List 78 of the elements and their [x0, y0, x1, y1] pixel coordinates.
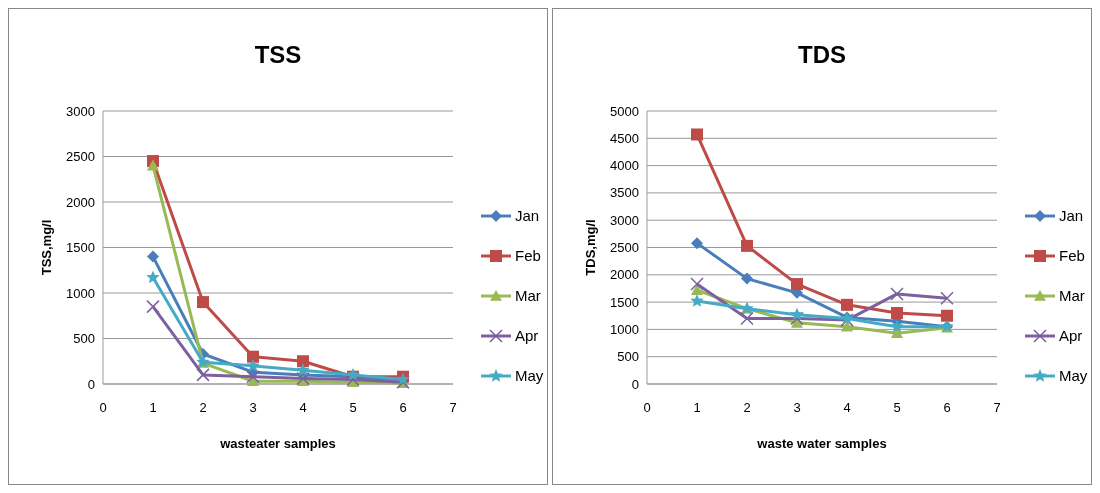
y-tick-label: 4500	[610, 130, 639, 146]
x-tick-label: 4	[843, 400, 851, 415]
y-tick-label: 500	[617, 349, 639, 365]
point	[690, 277, 704, 291]
chart-title: TSS	[254, 41, 302, 68]
point	[196, 368, 210, 382]
legend-label: Feb	[515, 247, 541, 265]
y-tick-label: 500	[73, 331, 95, 347]
x-tick-label: 5	[893, 400, 901, 415]
y-axis-title: TSS,mg/l	[39, 219, 54, 276]
y-tick-label: 3000	[66, 103, 95, 119]
x-tick-label: 6	[399, 400, 407, 415]
y-tick-label: 2000	[610, 267, 639, 283]
y-tick-label: 4000	[610, 158, 639, 174]
x-tick-label: 1	[693, 400, 701, 415]
y-tick-label: 1500	[66, 240, 95, 256]
x-tick-label: 5	[349, 400, 357, 415]
y-tick-label: 0	[631, 376, 639, 392]
x-tick-label: 0	[643, 400, 651, 415]
point	[841, 298, 853, 311]
point	[246, 369, 260, 384]
legend-label: Apr	[1059, 327, 1083, 345]
legend-label: May	[1059, 367, 1088, 385]
y-tick-label: 2500	[610, 240, 639, 256]
point	[890, 287, 904, 301]
x-tick-label: 3	[793, 400, 801, 415]
point	[940, 291, 954, 306]
point	[297, 355, 309, 368]
legend-label: Apr	[515, 327, 539, 345]
y-tick-label: 1500	[610, 294, 639, 310]
x-tick-label: 3	[249, 400, 257, 415]
point	[296, 371, 310, 386]
x-tick-label: 2	[199, 400, 207, 415]
point	[691, 284, 703, 295]
y-axis-title: TDS,mg/l	[583, 219, 598, 276]
point	[246, 358, 260, 372]
x-tick-label: 0	[99, 400, 107, 415]
point	[691, 237, 703, 250]
x-tick-label: 4	[299, 400, 307, 415]
point	[147, 250, 159, 263]
x-tick-label: 6	[943, 400, 951, 415]
x-tick-label: 1	[149, 400, 157, 415]
y-tick-label: 1000	[610, 321, 639, 337]
x-axis-title: waste water samples	[756, 436, 887, 451]
point	[197, 296, 209, 309]
y-tick-label: 2000	[66, 194, 95, 210]
y-tick-label: 3000	[610, 212, 639, 228]
point	[691, 128, 703, 141]
chart-title: TDS	[798, 41, 846, 68]
point	[741, 239, 753, 252]
legend-label: May	[515, 367, 544, 385]
y-tick-label: 0	[87, 376, 95, 392]
x-axis-title: wasteater samples	[219, 436, 336, 451]
y-tick-label: 5000	[610, 103, 639, 119]
point	[791, 278, 803, 291]
point	[146, 270, 160, 284]
point	[890, 319, 904, 333]
x-tick-label: 7	[449, 400, 457, 415]
legend-label: Jan	[1059, 207, 1084, 225]
point	[690, 294, 704, 307]
y-tick-label: 1000	[66, 285, 95, 301]
point	[247, 350, 259, 363]
point	[941, 309, 953, 322]
y-tick-label: 3500	[610, 185, 639, 201]
point	[740, 311, 754, 326]
legend-label: Feb	[1059, 247, 1085, 265]
legend-label: Jan	[515, 207, 540, 225]
legend-label: Mar	[515, 287, 541, 305]
y-tick-label: 2500	[66, 149, 95, 165]
point	[147, 159, 159, 171]
point	[891, 307, 903, 320]
x-tick-label: 2	[743, 400, 751, 415]
legend-label: Mar	[1059, 287, 1085, 305]
point	[741, 272, 753, 285]
point	[790, 307, 804, 321]
point	[146, 299, 160, 314]
point	[296, 363, 310, 377]
x-tick-label: 7	[993, 400, 1001, 415]
